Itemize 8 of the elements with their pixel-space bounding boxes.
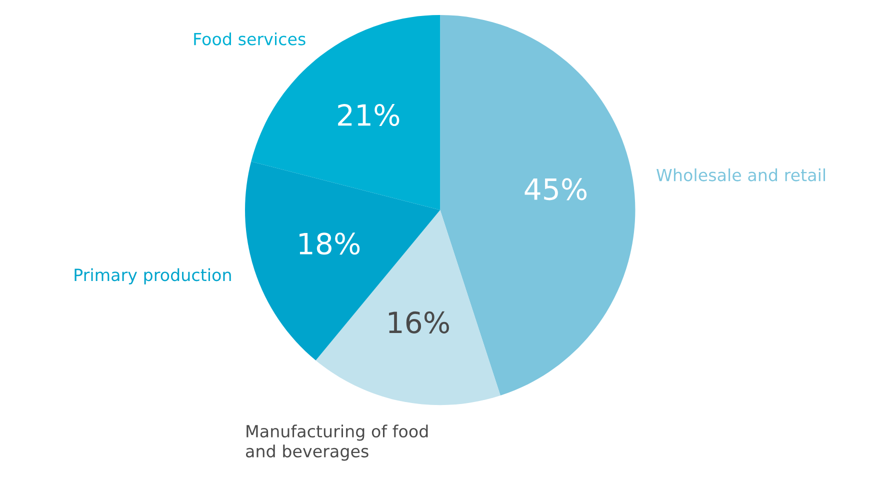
slice-label: Food services <box>194 32 306 46</box>
data-label: 45% <box>524 178 587 200</box>
slice-label: Wholesale and retail <box>656 168 826 182</box>
slice-label: Manufacturing of food and beverages <box>246 424 428 461</box>
slice-label: Primary production <box>74 268 231 284</box>
data-label: 16% <box>388 311 449 334</box>
data-label: 18% <box>300 232 360 255</box>
data-label: 21% <box>338 104 400 126</box>
